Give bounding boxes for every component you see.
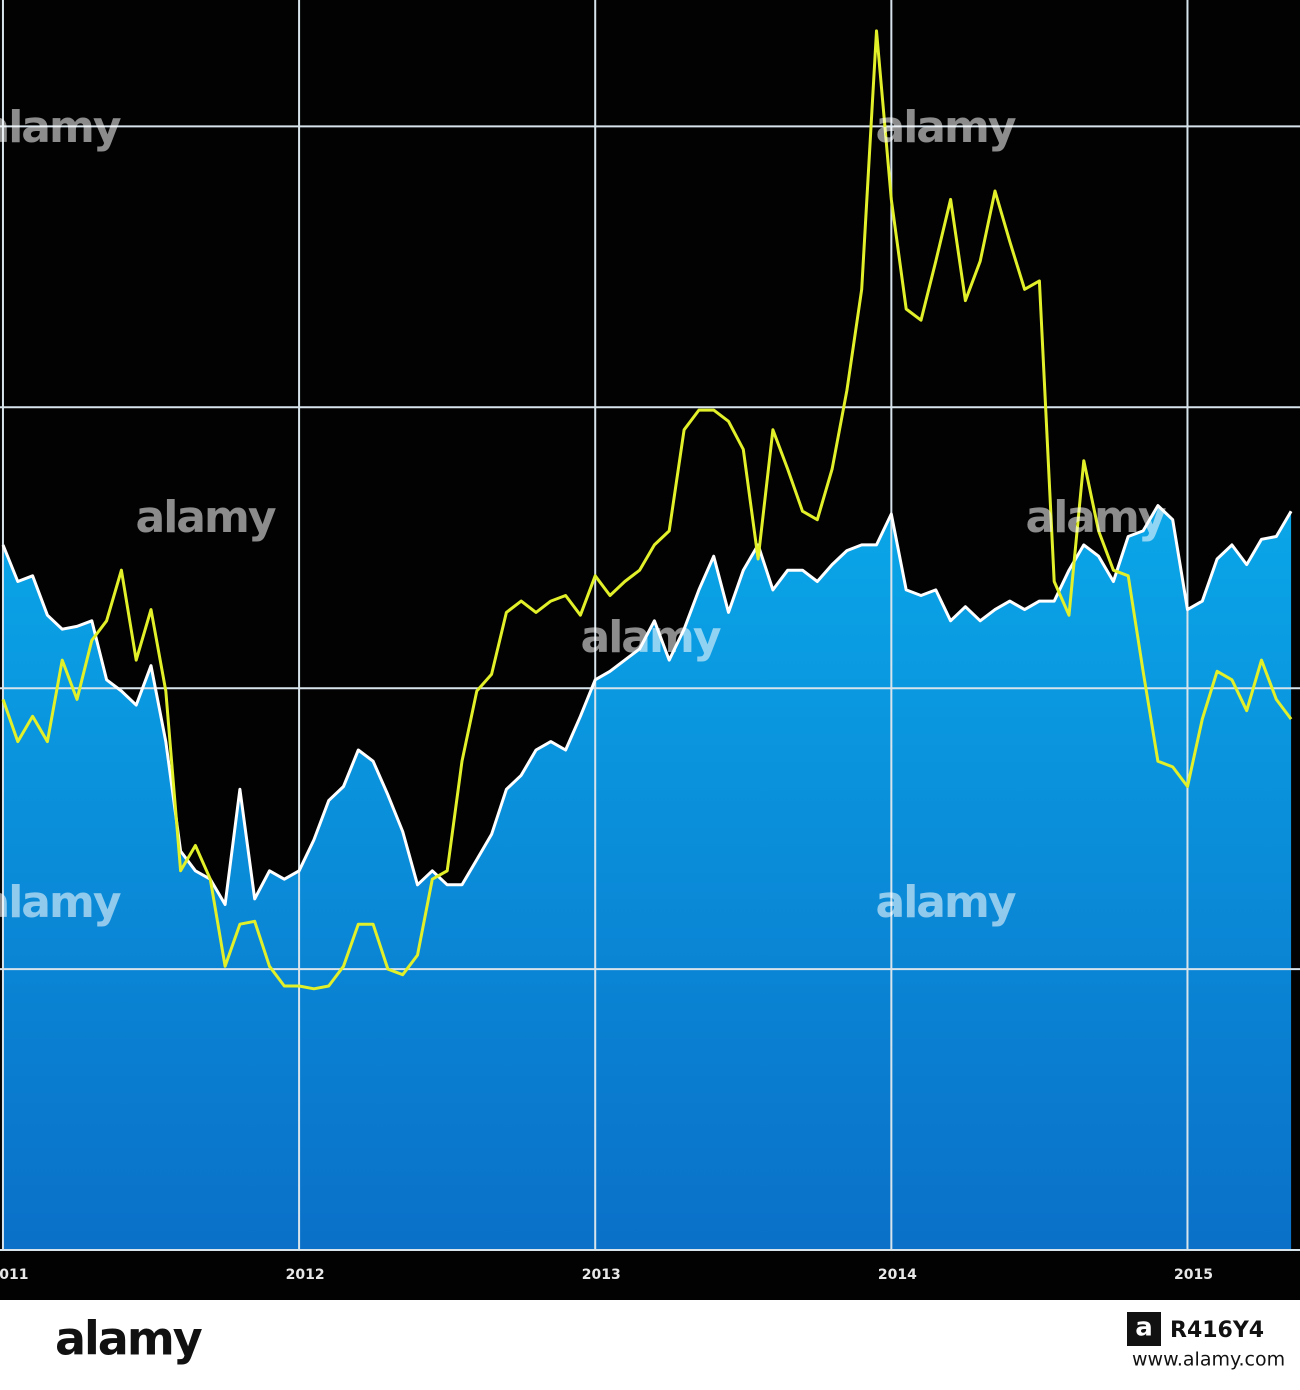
watermark: alamy (0, 102, 121, 153)
image-id: R416Y4 (1170, 1318, 1264, 1343)
x-tick-label: 2013 (582, 1267, 621, 1283)
x-tick-label: 2014 (878, 1267, 917, 1283)
footer-bar (0, 1300, 1300, 1390)
footer-logo: alamy (55, 1312, 203, 1366)
series-line (1, 29, 1293, 991)
series-line (1, 504, 1293, 906)
footer-url: www.alamy.com (1132, 1349, 1285, 1371)
logo-mark: a (1135, 1313, 1153, 1343)
x-tick-label: 2011 (0, 1267, 28, 1283)
watermark: alamy (876, 877, 1016, 928)
watermark: alamy (136, 492, 276, 543)
watermark: alamy (876, 102, 1016, 153)
logo-mark-box (1127, 1312, 1161, 1346)
area (3, 505, 1292, 1251)
plot: 2011 2012 2013 2014 2015 alamy alamy alamy alamy… (0, 0, 1300, 1283)
watermark: alamy (581, 612, 721, 663)
x-tick-label: 2015 (1174, 1267, 1213, 1283)
x-tick-label: 2012 (286, 1267, 325, 1283)
watermark: alamy (1026, 492, 1166, 543)
watermark: alamy (0, 877, 121, 928)
